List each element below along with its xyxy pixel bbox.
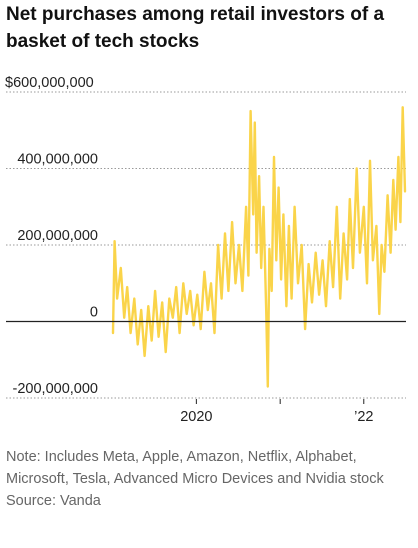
y-axis-labels: $600,000,000 400,000,000 200,000,000 0 -200,… <box>5 75 98 397</box>
x-tick-label-2: ’22 <box>354 409 373 425</box>
y-tick-label-1: 400,000,000 <box>17 152 98 168</box>
chart-title: Net purchases among retail investors of … <box>6 4 385 52</box>
chart: $600,000,000 400,000,000 200,000,000 0 -200,… <box>5 75 407 425</box>
x-axis: 2020 ’22 <box>180 399 373 425</box>
y-tick-label-4: -200,000,000 <box>13 381 98 397</box>
y-tick-label-2: 200,000,000 <box>17 228 98 244</box>
x-tick-label-0: 2020 <box>180 409 212 425</box>
chart-notes: Note: Includes Meta, Apple, Amazon, Netf… <box>6 446 410 512</box>
source-text: Source: Vanda <box>6 493 101 509</box>
gridlines <box>6 91 406 399</box>
series-line-0 <box>111 106 407 388</box>
series-layer <box>111 106 407 388</box>
y-tick-label-3: 0 <box>90 305 98 321</box>
note-text: Note: Includes Meta, Apple, Amazon, Netf… <box>6 449 384 487</box>
y-tick-label-0: $600,000,000 <box>5 75 94 91</box>
